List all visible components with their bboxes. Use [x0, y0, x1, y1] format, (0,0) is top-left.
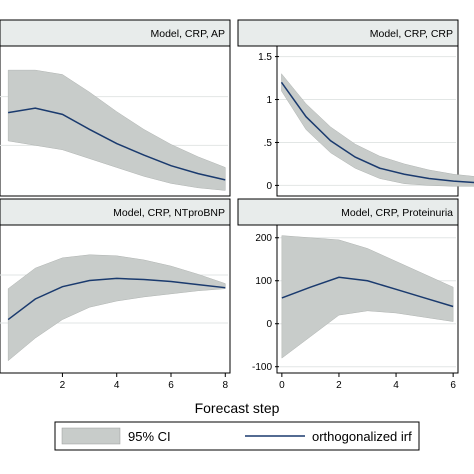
plot-area-proteinuria: -100 0 100 200 0 2 4 6 — [252, 233, 456, 391]
xtick-label-proteinuria-1: 2 — [336, 380, 342, 391]
plot-area-ntprobnp: 2 4 6 8 — [0, 254, 229, 391]
ci-band-ap — [7, 69, 226, 191]
xtick-label-proteinuria-2: 4 — [393, 380, 399, 391]
panel-title-crp: Model, CRP, CRP — [370, 28, 453, 40]
panel-header-crp — [237, 19, 459, 47]
ytick-label-proteinuria-2: 100 — [255, 276, 272, 287]
irf-line-ntprobnp — [7, 277, 226, 321]
xtick-label-ntprobnp-3: 8 — [223, 380, 229, 391]
panel-title-ntprobnp: Model, CRP, NTproBNP — [113, 207, 225, 219]
xtick-label-ntprobnp-2: 6 — [168, 380, 174, 391]
ytick-label-crp-3: 1.5 — [258, 52, 272, 63]
panel-title-proteinuria: Model, CRP, Proteinuria — [341, 207, 453, 219]
legend-ci-swatch — [61, 427, 121, 445]
xtick-label-proteinuria-0: 0 — [279, 380, 285, 391]
panel-header-ntprobnp — [0, 198, 231, 226]
panel-header-proteinuria — [237, 198, 459, 226]
xtick-label-ntprobnp-1: 4 — [114, 380, 120, 391]
legend-ci-label: 95% CI — [128, 429, 171, 444]
plot-area-crp: 0 .5 1 1.5 — [258, 52, 474, 192]
xtick-label-proteinuria-3: 6 — [450, 380, 456, 391]
irf-line-proteinuria — [281, 276, 454, 308]
plot-area-ap — [0, 69, 228, 191]
ytick-label-proteinuria-0: -100 — [252, 362, 272, 373]
ytick-label-crp-1: .5 — [264, 138, 273, 149]
ci-band-proteinuria — [281, 235, 454, 359]
x-axis-label: Forecast step — [195, 400, 280, 416]
panel-title-ap: Model, CRP, AP — [150, 28, 225, 40]
xtick-label-ntprobnp-0: 2 — [60, 380, 66, 391]
ytick-label-proteinuria-1: 0 — [266, 319, 272, 330]
ytick-label-crp-2: 1 — [266, 95, 272, 106]
irf-line-ap — [8, 107, 226, 181]
ytick-label-proteinuria-3: 200 — [255, 233, 272, 244]
panel-header-ap — [0, 19, 231, 47]
ytick-label-crp-0: 0 — [266, 181, 272, 192]
irf-line-crp — [280, 81, 474, 184]
legend-irf-label: orthogonalized irf — [312, 429, 412, 444]
